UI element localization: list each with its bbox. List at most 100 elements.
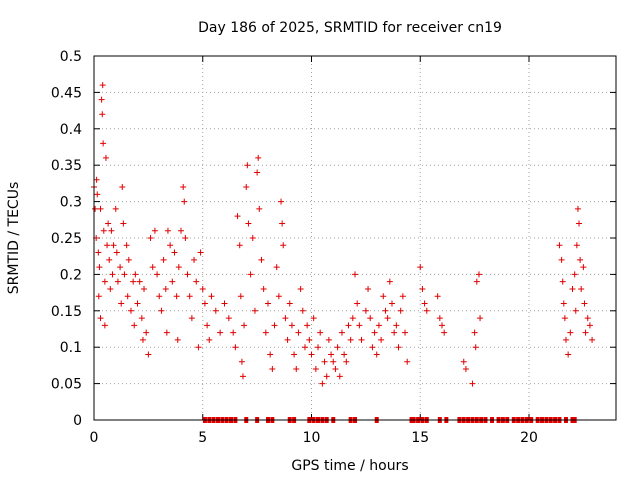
y-tick-label: 0.25 (51, 231, 82, 247)
data-point (336, 373, 343, 380)
data-point (275, 293, 282, 300)
data-point (269, 366, 276, 373)
data-point (582, 329, 589, 336)
data-point (197, 249, 204, 256)
data-point (171, 249, 178, 256)
data-point (234, 213, 241, 220)
x-tick-label: 5 (198, 430, 207, 446)
data-point (273, 264, 280, 271)
data-point (104, 242, 111, 249)
data-point (265, 300, 271, 307)
data-point (243, 184, 250, 191)
data-point (288, 322, 295, 329)
data-point (181, 198, 188, 205)
data-point (112, 205, 119, 212)
data-point (347, 336, 354, 343)
data-point (113, 249, 120, 256)
data-point (284, 336, 291, 343)
data-point (395, 344, 402, 351)
data-point (101, 322, 108, 329)
data-point (106, 256, 113, 263)
data-point (572, 307, 579, 314)
data-point (92, 205, 99, 212)
data-point (119, 184, 126, 191)
grid-layer (94, 56, 616, 420)
data-point (567, 329, 574, 336)
data-point (99, 82, 106, 89)
data-point (462, 366, 469, 373)
chart-title: Day 186 of 2025, SRMTID for receiver cn1… (198, 20, 502, 36)
data-point (560, 300, 567, 307)
y-axis-label: SRMTID / TECUs (6, 182, 22, 295)
data-point (102, 154, 109, 161)
data-point (362, 307, 369, 314)
plot-frame (93, 55, 617, 421)
data-point (475, 271, 482, 278)
data-point (110, 242, 117, 249)
data-point (569, 285, 576, 292)
data-point (280, 242, 287, 249)
data-point (559, 278, 566, 285)
data-point (578, 285, 585, 292)
y-tick-label: 0.3 (60, 195, 82, 211)
data-point (100, 140, 107, 147)
data-point (299, 307, 306, 314)
data-point (577, 256, 584, 263)
data-point (571, 271, 578, 278)
data-point (191, 256, 198, 263)
data-point (97, 205, 104, 212)
data-point (131, 322, 138, 329)
data-point (230, 329, 237, 336)
data-point (367, 315, 374, 322)
data-point (162, 285, 169, 292)
data-point (95, 293, 102, 300)
data-point (109, 271, 116, 278)
y-tick-label: 0 (73, 413, 82, 429)
data-point (169, 278, 176, 285)
data-point (306, 336, 313, 343)
x-tick-label: 10 (303, 430, 321, 446)
data-point (561, 315, 568, 322)
y-tick-label: 0.45 (51, 85, 82, 101)
data-point (308, 351, 315, 358)
x-tick-label: 0 (90, 430, 99, 446)
data-point (297, 285, 304, 292)
data-point (101, 278, 108, 285)
data-point (293, 366, 300, 373)
data-point (472, 344, 479, 351)
data-point (256, 205, 263, 212)
data-point (239, 373, 246, 380)
data-point (151, 227, 158, 234)
data-point (138, 315, 145, 322)
data-point (471, 329, 478, 336)
data-point (282, 315, 289, 322)
data-point (589, 336, 596, 343)
data-point (345, 322, 352, 329)
data-point (352, 271, 358, 278)
data-point (186, 293, 193, 300)
data-point (96, 264, 103, 271)
y-tick-label: 0.05 (51, 377, 82, 393)
data-point (397, 307, 404, 314)
data-point (167, 242, 174, 249)
data-point (384, 315, 391, 322)
x-tick-label: 20 (520, 430, 538, 446)
data-point (295, 329, 302, 336)
data-point (139, 336, 146, 343)
data-point (262, 329, 269, 336)
data-point (584, 315, 591, 322)
data-point (378, 336, 385, 343)
data-point (237, 293, 244, 300)
data-point (279, 220, 286, 227)
data-point (204, 322, 211, 329)
data-point (180, 184, 187, 191)
data-point (124, 293, 131, 300)
data-point (123, 242, 130, 249)
data-point (375, 322, 382, 329)
data-point (212, 307, 219, 314)
data-point (291, 351, 298, 358)
data-point (341, 351, 348, 358)
y-tick-label: 0.2 (60, 267, 82, 283)
data-point (373, 351, 380, 358)
